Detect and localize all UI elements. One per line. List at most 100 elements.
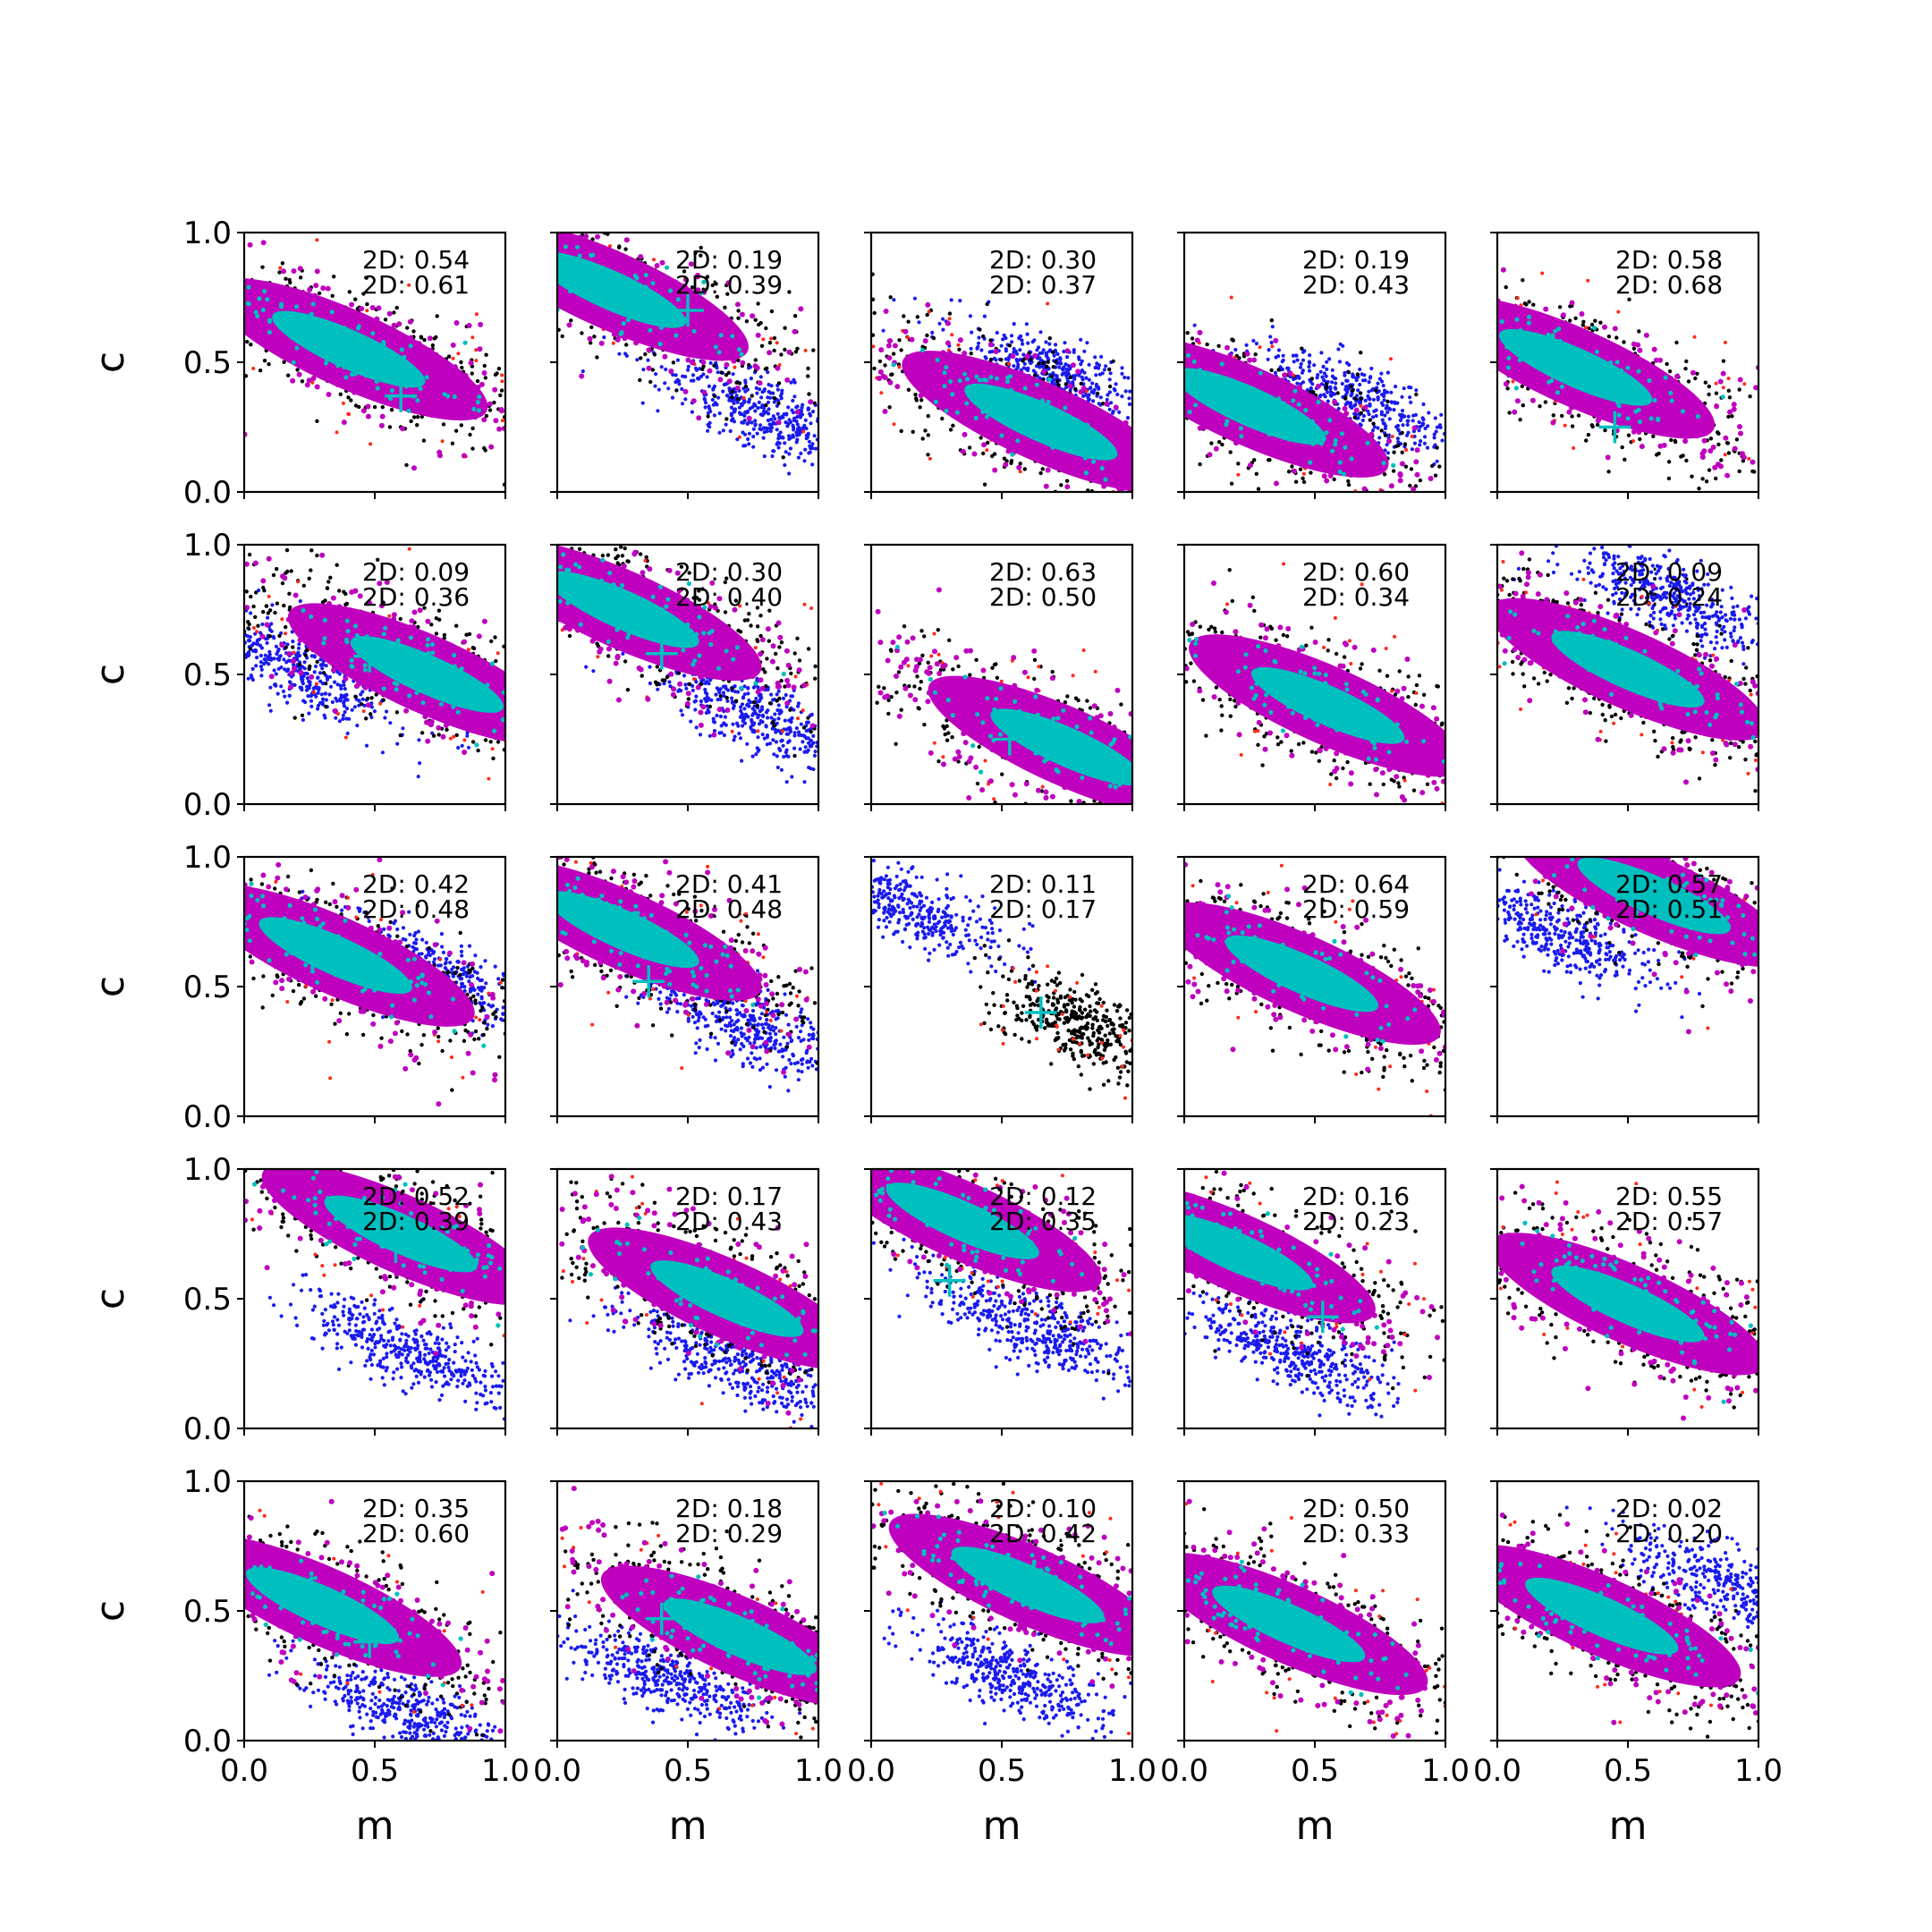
alternate-cloud-point <box>701 372 706 377</box>
outer-cloud-point <box>896 362 902 367</box>
alternate-cloud-point <box>750 405 755 410</box>
alternate-cloud-point <box>1360 372 1364 377</box>
core-cloud-edge-point <box>1076 450 1081 455</box>
main-cloud-edge-point <box>479 381 485 387</box>
outer-cloud-point <box>1693 376 1698 381</box>
core-cloud-edge-point <box>998 405 1004 411</box>
core-cloud-edge-point <box>736 347 741 352</box>
alternate-cloud-point <box>1254 342 1258 346</box>
core-cloud-edge-point <box>1546 332 1551 337</box>
core-cloud-edge-point <box>380 369 386 375</box>
alternate-cloud-point <box>372 709 377 714</box>
main-cloud-edge-point <box>1368 431 1375 437</box>
alternate-cloud-point <box>760 403 765 408</box>
core-cloud-edge-point <box>1647 377 1652 384</box>
alternate-cloud-point <box>281 689 286 694</box>
alternate-cloud-point <box>465 733 470 738</box>
alternate-cloud-point <box>1395 423 1401 428</box>
main-cloud-edge-point <box>1017 370 1023 376</box>
outlier-cloud-point <box>407 283 411 287</box>
core-cloud-edge-point <box>1038 408 1045 413</box>
main-cloud-edge-point <box>268 340 275 346</box>
main-cloud-edge-point <box>697 296 703 302</box>
alternate-cloud-point <box>250 677 255 682</box>
core-cloud-edge-point <box>978 377 983 383</box>
outer-cloud-point <box>712 363 716 368</box>
outer-cloud-point <box>978 327 982 332</box>
main-cloud-edge-point <box>1655 383 1661 389</box>
core-cloud-edge-point <box>267 319 272 325</box>
core-cloud-edge-point <box>1333 442 1338 447</box>
main-cloud-edge-point <box>1614 419 1621 425</box>
core-cloud-edge-point <box>655 301 660 306</box>
outer-cloud-point <box>1269 368 1274 373</box>
alternate-cloud-point <box>724 422 728 427</box>
core-cloud-edge-point <box>1241 388 1246 394</box>
core-cloud-edge-point <box>1550 333 1555 338</box>
alternate-cloud-point <box>1097 363 1102 368</box>
alternate-cloud-point <box>1421 418 1426 422</box>
main-cloud-edge-point <box>1030 386 1036 393</box>
main-cloud-edge-point <box>1397 472 1403 479</box>
alternate-cloud-point <box>735 437 740 442</box>
alternate-cloud-point <box>768 428 773 434</box>
main-cloud-edge-point <box>369 389 375 395</box>
main-cloud-edge-point <box>1528 376 1534 382</box>
core-cloud-edge-point <box>658 325 664 330</box>
core-cloud-edge-point <box>973 415 979 420</box>
main-cloud-edge-point <box>1247 462 1253 469</box>
alternate-cloud-point <box>1305 388 1309 393</box>
core-cloud-edge-point <box>329 334 335 339</box>
alternate-cloud-point <box>1344 378 1349 383</box>
main-cloud-edge-point <box>757 380 763 386</box>
main-cloud-edge-point <box>408 335 414 341</box>
main-cloud-edge-point <box>436 449 443 455</box>
outer-cloud-point <box>484 413 489 419</box>
outer-cloud-point <box>906 387 911 392</box>
alternate-cloud-point <box>1270 325 1275 329</box>
outer-cloud-point <box>982 482 987 487</box>
alternate-cloud-point <box>1400 409 1405 413</box>
alternate-cloud-point <box>1425 445 1430 450</box>
main-cloud-edge-point <box>792 328 798 335</box>
alternate-cloud-point <box>345 698 350 702</box>
alternate-cloud-point <box>1108 371 1113 376</box>
core-cloud-edge-point <box>1622 381 1627 386</box>
main-cloud-edge-point <box>1640 409 1647 414</box>
core-cloud-edge-point <box>1296 402 1301 407</box>
truth-marker <box>385 379 418 412</box>
alternate-cloud-point <box>1360 378 1366 383</box>
outer-cloud-point <box>1301 479 1307 485</box>
main-cloud-edge-point <box>1361 486 1368 492</box>
core-cloud-edge-point <box>1585 360 1590 365</box>
alternate-cloud-point <box>259 674 264 678</box>
main-cloud-edge-point <box>1353 407 1360 413</box>
core-cloud-edge-point <box>352 362 358 368</box>
main-cloud-edge-point <box>935 365 941 371</box>
alternate-cloud-point <box>1418 425 1422 429</box>
core-cloud-edge-point <box>1286 436 1292 442</box>
main-cloud-edge-point <box>1352 431 1359 437</box>
main-cloud-edge-point <box>1345 463 1352 470</box>
panel-annotation: 2D: 0.61 <box>362 270 470 300</box>
alternate-cloud-point <box>1012 322 1016 326</box>
core-cloud-edge-point <box>993 407 999 412</box>
main-cloud-edge-point <box>689 310 695 317</box>
core-cloud-edge-point <box>1057 428 1063 434</box>
core-cloud-edge <box>1499 314 1725 425</box>
outer-cloud-point <box>361 292 366 296</box>
main-cloud-edge-point <box>750 313 756 319</box>
panel-annotation: 2D: 0.30 <box>989 245 1097 275</box>
main-cloud-edge-point <box>1538 375 1545 381</box>
alternate-cloud-point <box>1435 425 1439 429</box>
alternate-cloud-point <box>979 348 984 352</box>
main-cloud-edge-point <box>623 237 630 243</box>
alternate-cloud-point <box>1358 401 1362 405</box>
alternate-cloud-point <box>767 407 771 411</box>
plot-area <box>871 272 1132 492</box>
main-cloud-edge-point <box>945 384 952 390</box>
main-cloud-edge-point <box>960 448 966 454</box>
main-cloud-edge-point <box>1104 401 1110 407</box>
main-cloud-edge-point <box>247 242 253 248</box>
core-cloud-edge-point <box>567 288 573 294</box>
